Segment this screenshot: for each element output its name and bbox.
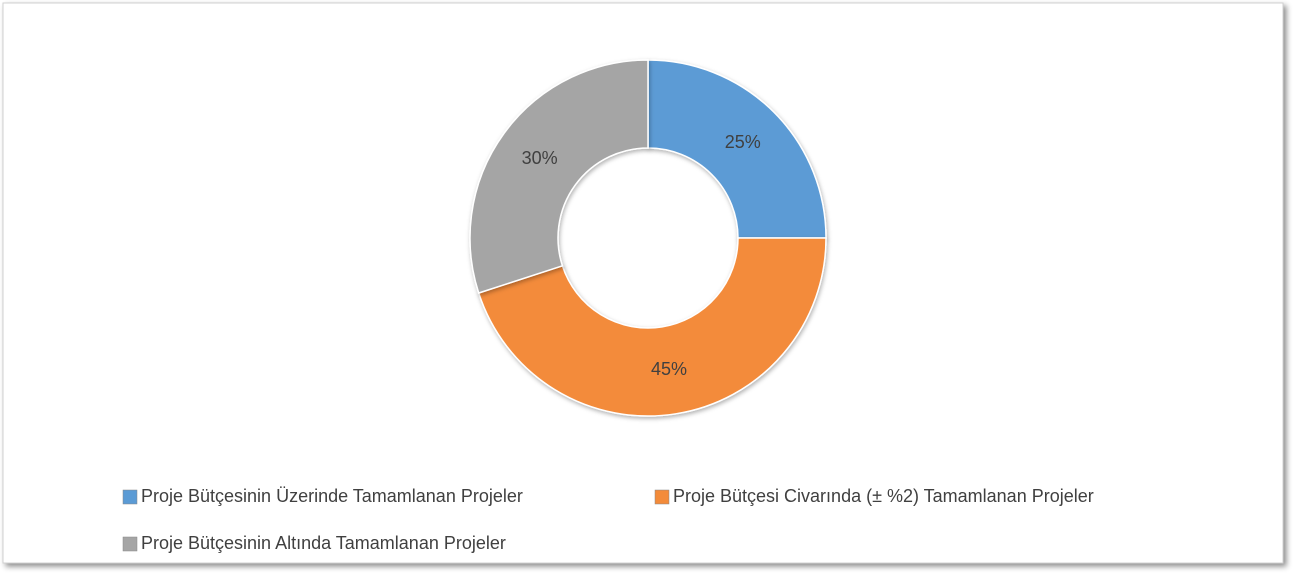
slice	[477, 237, 827, 417]
legend-label: Proje Bütçesinin Altında Tamamlanan Proj…	[141, 533, 506, 553]
legend-label: Proje Bütçesinin Üzerinde Tamamlanan Pro…	[141, 486, 523, 506]
data-label: 45%	[651, 359, 687, 379]
legend-swatch	[122, 536, 138, 552]
legend-swatch	[654, 489, 670, 505]
legend-label: Proje Bütçesi Civarında (± %2) Tamamlana…	[673, 486, 1094, 506]
data-label: 25%	[725, 132, 761, 152]
slice	[469, 59, 649, 294]
legend-swatch	[122, 489, 138, 505]
slice	[647, 59, 827, 239]
data-label: 30%	[522, 148, 558, 168]
plot-area: 25% 45% 30% Proje Bütçesinin Üzerinde Tamam…	[122, 59, 1094, 553]
